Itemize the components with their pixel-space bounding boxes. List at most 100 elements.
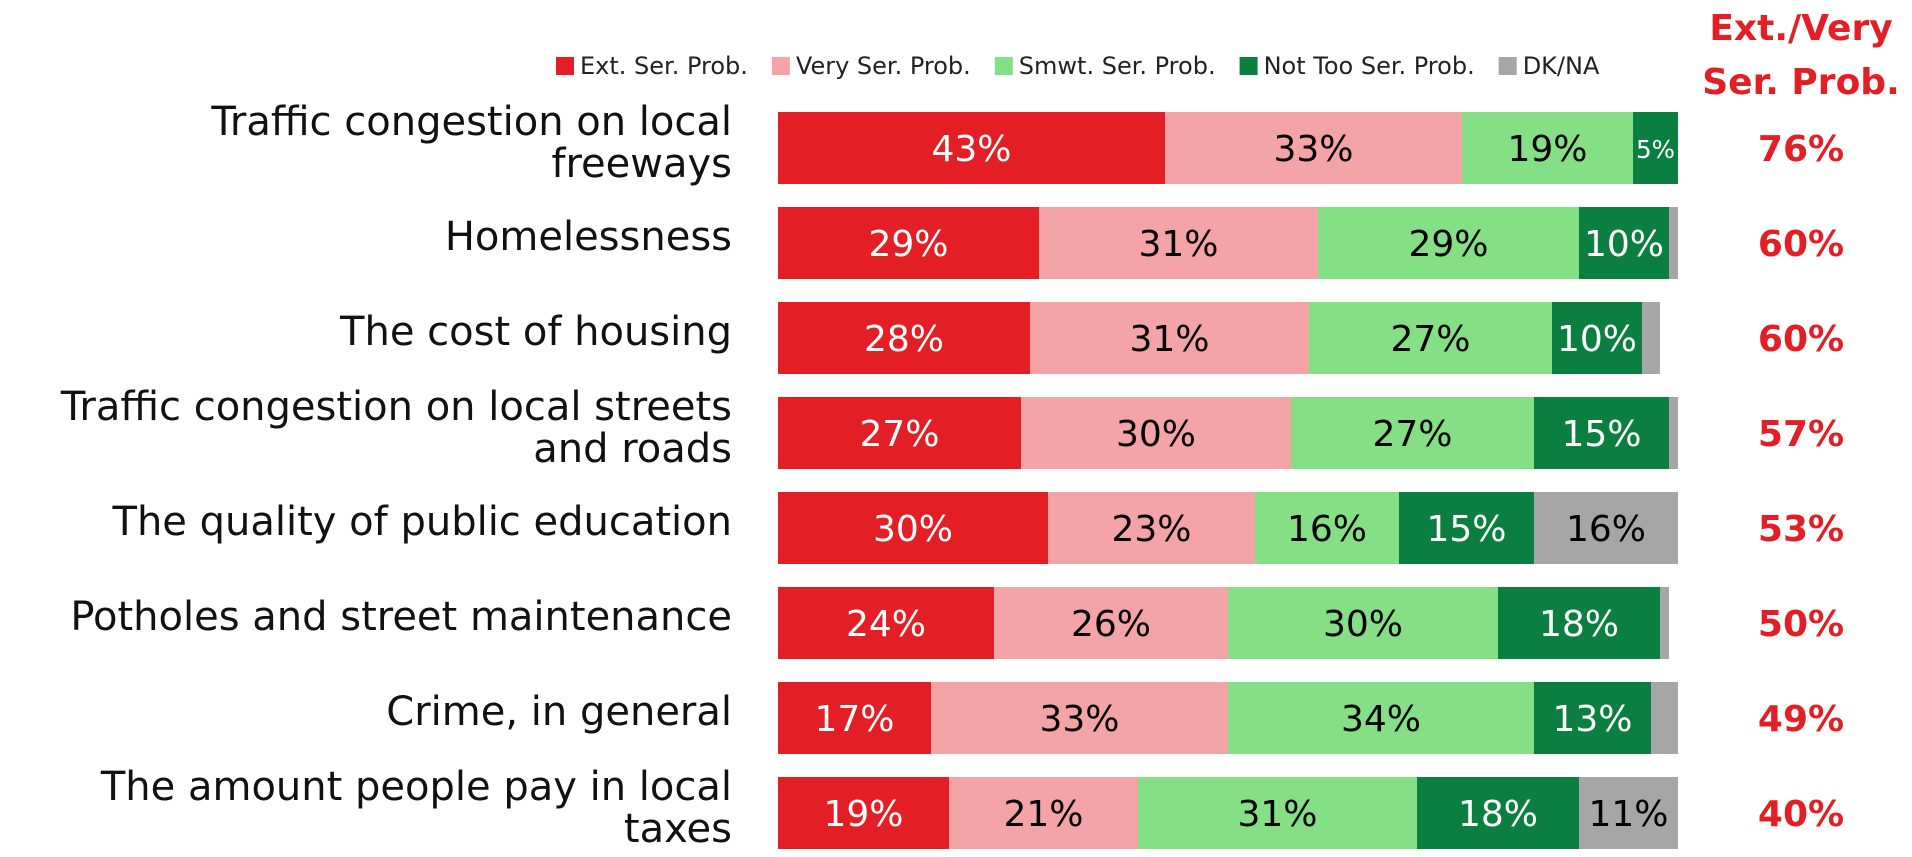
bar-segment	[778, 207, 1039, 279]
net-value: 76%	[1758, 129, 1844, 170]
value-label: 30%	[1116, 414, 1196, 455]
value-label: 10%	[1584, 224, 1664, 265]
bar-segment	[778, 302, 1030, 374]
value-label: 31%	[1129, 319, 1209, 360]
value-label: 31%	[1237, 794, 1317, 835]
value-label: 28%	[864, 319, 944, 360]
net-value: 49%	[1758, 699, 1844, 740]
legend-label: Not Too Ser. Prob.	[1264, 52, 1475, 80]
bar-segment	[1534, 397, 1669, 469]
legend-swatch	[771, 57, 790, 75]
value-label: 29%	[1408, 224, 1488, 265]
legend-swatch	[994, 57, 1013, 75]
value-label: 11%	[1588, 794, 1668, 835]
net-value: 57%	[1758, 414, 1844, 455]
bar-segment	[1642, 302, 1660, 374]
bar-segment	[1579, 777, 1678, 849]
value-label: 30%	[1323, 604, 1403, 645]
net-value: 50%	[1758, 604, 1844, 645]
bar-segment	[1498, 587, 1660, 659]
legend-swatch	[1498, 57, 1517, 75]
value-label: 16%	[1566, 509, 1646, 550]
value-label: 18%	[1539, 604, 1619, 645]
value-label: 33%	[1273, 129, 1353, 170]
bar-segment	[1228, 587, 1498, 659]
value-label: 33%	[1039, 699, 1119, 740]
bar-segment	[778, 112, 1165, 184]
legend-label: Smwt. Ser. Prob.	[1019, 52, 1216, 80]
bar-segment	[1138, 777, 1417, 849]
net-value: 53%	[1758, 509, 1844, 550]
value-label: 10%	[1557, 319, 1637, 360]
bar-segment	[1021, 397, 1291, 469]
bar-segment	[994, 587, 1228, 659]
value-label: 27%	[1390, 319, 1470, 360]
bar-segment	[778, 777, 949, 849]
value-label: 19%	[1507, 129, 1587, 170]
category-label: The quality of public education	[112, 499, 732, 545]
bar-segment	[1669, 207, 1678, 279]
bar-segment	[778, 587, 994, 659]
bar-segment	[931, 682, 1228, 754]
category-label: The cost of housing	[339, 309, 732, 355]
bar-segment	[1030, 302, 1309, 374]
bar-segment	[1228, 682, 1534, 754]
net-value: 40%	[1758, 794, 1844, 835]
value-label: 19%	[823, 794, 903, 835]
bar-segment	[1534, 492, 1678, 564]
bar-segment	[949, 777, 1138, 849]
legend-label: DK/NA	[1523, 52, 1600, 80]
bar-segment	[1552, 302, 1642, 374]
bar-segment	[1165, 112, 1462, 184]
bar-segment	[1309, 302, 1552, 374]
value-label: 13%	[1552, 699, 1632, 740]
value-label: 21%	[1003, 794, 1083, 835]
category-label: Potholes and street maintenance	[70, 594, 732, 640]
bar-segment	[1039, 207, 1318, 279]
value-label: 43%	[931, 129, 1011, 170]
bar-segment	[1660, 587, 1669, 659]
value-label: 18%	[1458, 794, 1538, 835]
legend-swatch	[556, 57, 574, 75]
category-label: Traffic congestion on local freeways	[210, 99, 732, 187]
bar-segment	[1579, 207, 1669, 279]
legend-swatch	[1239, 57, 1258, 75]
bar-segment	[1534, 682, 1651, 754]
bar-segment	[1318, 207, 1579, 279]
category-label: Traffic congestion on local streets and r…	[60, 384, 732, 472]
value-label: 31%	[1138, 224, 1218, 265]
bar-segment	[1399, 492, 1534, 564]
category-label: Homelessness	[445, 214, 732, 260]
bar-segment	[1669, 397, 1678, 469]
value-label: 30%	[873, 509, 953, 550]
category-label: The amount people pay in local taxes	[100, 764, 732, 852]
value-label: 34%	[1341, 699, 1421, 740]
bar-segment	[1633, 112, 1678, 184]
bar-segment	[778, 492, 1048, 564]
bar-segment	[1417, 777, 1579, 849]
bar-segment	[1291, 397, 1534, 469]
bar-segment	[1462, 112, 1633, 184]
value-label: 17%	[814, 699, 894, 740]
bar-segment	[778, 682, 931, 754]
category-label: Crime, in general	[386, 689, 732, 735]
bar-segment	[778, 397, 1021, 469]
value-label: 24%	[846, 604, 926, 645]
value-label: 27%	[1372, 414, 1452, 455]
value-label: 29%	[868, 224, 948, 265]
value-label: 5%	[1636, 135, 1675, 164]
value-label: 23%	[1111, 509, 1191, 550]
bar-segment	[1255, 492, 1399, 564]
bar-segment	[1651, 682, 1678, 754]
net-value: 60%	[1758, 224, 1844, 265]
value-label: 15%	[1561, 414, 1641, 455]
net-header: Ext./Very	[1709, 8, 1892, 49]
legend-label: Ext. Ser. Prob.	[580, 52, 748, 80]
value-label: 26%	[1071, 604, 1151, 645]
bar-segment	[1048, 492, 1255, 564]
legend-label: Very Ser. Prob.	[796, 52, 971, 80]
value-label: 15%	[1426, 509, 1506, 550]
value-label: 16%	[1287, 509, 1367, 550]
net-value: 60%	[1758, 319, 1844, 360]
